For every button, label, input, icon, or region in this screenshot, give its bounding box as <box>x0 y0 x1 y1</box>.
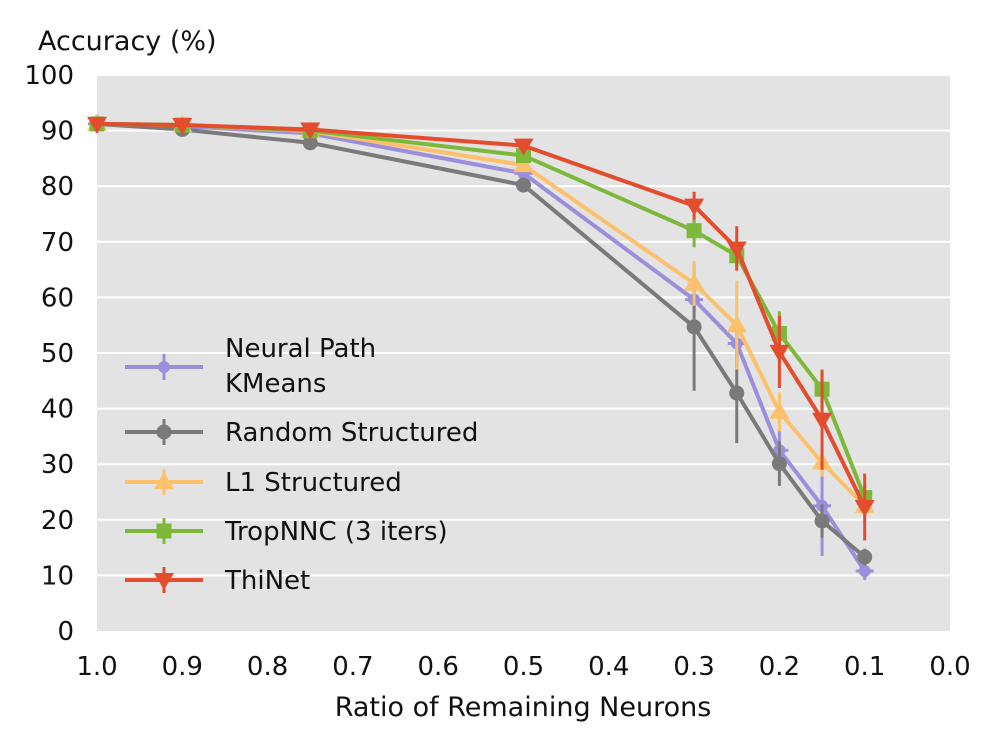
legend-entry-3: TropNNC (3 iters) <box>125 517 448 547</box>
legend-entry-0: Neural Path KMeans <box>125 334 376 399</box>
y-tick-label: 80 <box>41 172 74 202</box>
legend-label: ThiNet <box>224 566 310 596</box>
data-point <box>726 241 747 259</box>
x-tick-label: 1.0 <box>76 652 117 682</box>
x-tick-label: 0.6 <box>418 652 459 682</box>
legend: Neural Path KMeans Random Structured L1 Str… <box>125 334 478 596</box>
y-tick-label: 90 <box>41 117 74 147</box>
data-point <box>769 401 790 419</box>
x-tick-label: 0.9 <box>162 652 203 682</box>
data-point <box>684 198 705 216</box>
y-axis-title: Accuracy (%) <box>38 26 217 57</box>
legend-marker <box>154 472 174 489</box>
data-point <box>516 148 531 164</box>
x-tick-label: 0.8 <box>247 652 288 682</box>
data-point <box>726 315 747 333</box>
data-point <box>513 155 534 173</box>
y-tick-label: 70 <box>41 228 74 258</box>
legend-marker <box>155 358 173 376</box>
x-tick-label: 0.2 <box>759 652 800 682</box>
data-point <box>686 319 702 335</box>
legend-marker <box>156 523 172 539</box>
x-tick-labels: 1.0 0.9 0.8 0.7 0.6 0.5 0.4 0.3 0.2 0.1 0.0 <box>76 652 970 682</box>
series-group <box>87 113 875 580</box>
data-point <box>857 549 873 565</box>
legend-entry-1: Random Structured <box>125 418 478 448</box>
data-point <box>684 273 705 291</box>
legend-entry-2: L1 Structured <box>125 468 402 498</box>
y-tick-label: 20 <box>41 506 74 536</box>
legend-label: Neural Path <box>225 334 376 364</box>
y-tick-label: 30 <box>41 450 74 480</box>
data-point <box>769 344 790 362</box>
legend-marker <box>156 424 172 440</box>
y-tick-label: 40 <box>41 395 74 425</box>
y-tick-label: 50 <box>41 339 74 369</box>
data-point <box>513 138 534 156</box>
legend-label: Random Structured <box>225 418 478 448</box>
legend-label: KMeans <box>225 369 326 399</box>
y-tick-label: 60 <box>41 283 74 313</box>
y-tick-labels: 0 10 20 30 40 50 60 70 80 90 100 <box>24 61 74 647</box>
data-point <box>812 412 833 430</box>
data-point <box>516 177 531 193</box>
data-point <box>686 223 702 239</box>
data-point <box>814 513 830 529</box>
x-tick-label: 0.4 <box>588 652 629 682</box>
y-tick-label: 0 <box>57 617 74 647</box>
data-point <box>300 122 321 140</box>
data-point <box>854 500 875 518</box>
x-tick-label: 0.1 <box>844 652 885 682</box>
data-point <box>302 135 318 151</box>
x-tick-label: 0.7 <box>332 652 373 682</box>
legend-entry-4: ThiNet <box>125 566 310 596</box>
x-axis-title: Ratio of Remaining Neurons <box>335 692 712 723</box>
data-point <box>87 116 107 134</box>
series-4 <box>87 116 875 541</box>
x-tick-label: 0.3 <box>673 652 714 682</box>
legend-label: TropNNC (3 iters) <box>224 517 448 547</box>
data-point <box>771 456 787 472</box>
data-point <box>729 385 745 401</box>
x-tick-label: 0.0 <box>929 652 970 682</box>
data-point <box>172 118 193 136</box>
legend-marker <box>154 573 174 590</box>
y-tick-label: 100 <box>24 61 74 91</box>
legend-label: L1 Structured <box>225 468 402 498</box>
data-point <box>855 561 874 580</box>
y-tick-label: 10 <box>41 561 74 591</box>
x-tick-label: 0.5 <box>503 652 544 682</box>
